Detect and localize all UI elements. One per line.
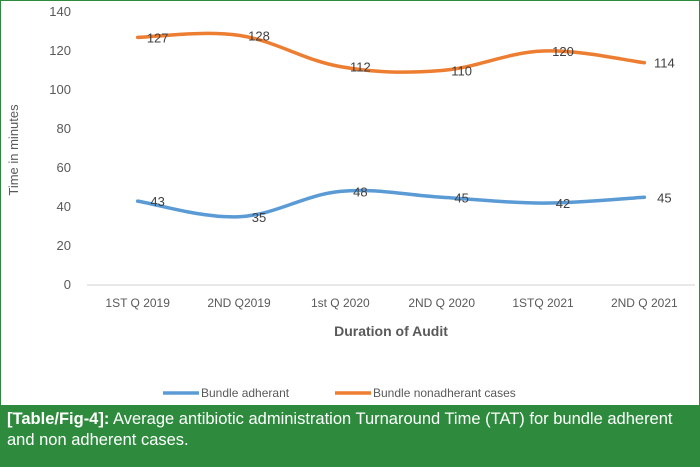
y-axis-ticks: 0 20 40 60 80 100 120 140 [49, 4, 71, 292]
series-line-1 [135, 31, 647, 74]
caption-lead: [Table/Fig-4]: [7, 410, 110, 428]
legend-label: Bundle adherant [201, 386, 290, 400]
caption-text: Average antibiotic administration Turnar… [7, 410, 673, 449]
x-tick-label: 1ST Q 2019 [105, 296, 170, 310]
data-label: 43 [150, 194, 164, 209]
data-label: 112 [350, 60, 371, 75]
data-label: 42 [556, 196, 570, 211]
y-tick-label: 80 [57, 121, 71, 136]
y-tick-label: 0 [64, 277, 71, 292]
y-tick-label: 40 [57, 199, 71, 214]
x-tick-label: 2ND Q 2020 [408, 296, 475, 310]
data-label: 128 [248, 28, 270, 43]
y-axis-label: Time in minutes [6, 104, 21, 196]
data-label: 48 [353, 184, 367, 199]
series-group: 43 35 48 45 42 45 127 128 112 110 120 114 [135, 28, 675, 225]
line-chart: 0 20 40 60 80 100 120 140 1ST Q 2019 2ND Q2019 1s… [6, 4, 695, 400]
data-label: 110 [451, 64, 472, 79]
y-tick-label: 120 [49, 43, 71, 58]
data-label: 45 [657, 190, 671, 205]
y-tick-label: 60 [57, 160, 71, 175]
x-tick-label: 1STQ 2021 [512, 296, 574, 310]
y-tick-label: 20 [57, 238, 71, 253]
legend-label: Bundle nonadherant cases [373, 386, 516, 400]
x-tick-label: 1st Q 2020 [311, 296, 370, 310]
legend: Bundle adherant Bundle nonadherant cases [163, 386, 516, 400]
data-label: 35 [252, 210, 266, 225]
data-label: 120 [552, 44, 574, 59]
y-tick-label: 100 [49, 82, 71, 97]
x-tick-label: 2ND Q 2021 [611, 296, 678, 310]
data-label: 45 [454, 190, 468, 205]
data-label: 127 [147, 30, 169, 45]
x-tick-label: 2ND Q2019 [207, 296, 271, 310]
x-axis-label: Duration of Audit [334, 323, 448, 339]
y-tick-label: 140 [49, 4, 71, 19]
figure-caption: [Table/Fig-4]: Average antibiotic admini… [1, 405, 699, 467]
series-line-0 [135, 188, 647, 219]
x-axis-ticks: 1ST Q 2019 2ND Q2019 1st Q 2020 2ND Q 2020 1… [105, 296, 678, 310]
data-label: 114 [654, 56, 675, 71]
